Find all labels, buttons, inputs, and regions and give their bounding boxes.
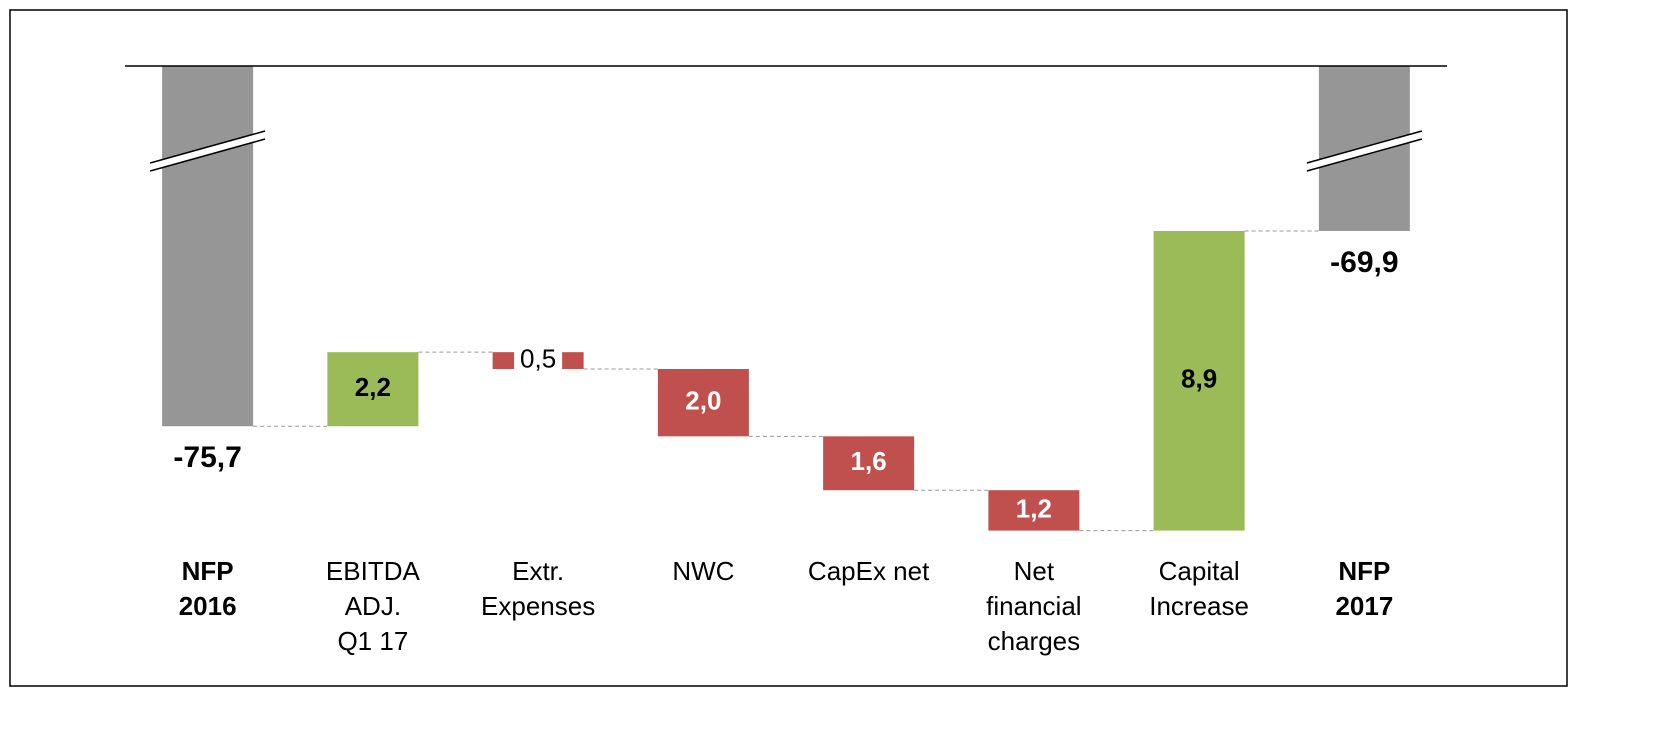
x-tick-label: Expenses: [481, 591, 595, 621]
x-tick-label: EBITDA: [326, 556, 421, 586]
axis-break: [1306, 131, 1422, 171]
bar: [327, 352, 419, 427]
x-tick-label: Capital: [1159, 556, 1240, 586]
value-label: 1,6: [851, 446, 887, 476]
x-tick-label: NFP: [182, 556, 234, 586]
label-bg: [514, 346, 563, 375]
bar: [1153, 230, 1245, 531]
x-tick-label: CapEx net: [808, 556, 930, 586]
axis-break-line: [1306, 138, 1423, 172]
frame: [9, 9, 1568, 687]
value-label: 8,9: [1181, 364, 1217, 394]
value-label: 2,2: [355, 372, 391, 402]
x-tick-label: Q1 17: [337, 626, 408, 656]
x-tick-label: 2017: [1335, 591, 1393, 621]
value-label: -69,9: [1330, 246, 1398, 279]
bar: [823, 436, 915, 491]
value-label: -75,7: [173, 441, 241, 474]
value-label: 2,0: [685, 386, 721, 416]
value-label: 0,5: [520, 343, 556, 373]
x-tick-label: NFP: [1338, 556, 1390, 586]
bar: [988, 490, 1080, 531]
x-tick-label: 2016: [179, 591, 237, 621]
bar: [162, 66, 254, 427]
x-tick-label: Increase: [1149, 591, 1249, 621]
x-tick-label: financial: [986, 591, 1081, 621]
axis-break-line: [149, 130, 266, 164]
axis-break: [150, 131, 266, 171]
axis-break-line: [1306, 130, 1423, 164]
x-tick-label: charges: [988, 626, 1081, 656]
axis-break-line: [149, 138, 266, 172]
x-tick-label: Net: [1014, 556, 1055, 586]
x-tick-label: Extr.: [512, 556, 564, 586]
x-tick-label: ADJ.: [345, 591, 401, 621]
bar: [657, 369, 749, 437]
x-tick-label: NWC: [672, 556, 734, 586]
value-label: 1,2: [1016, 493, 1052, 523]
